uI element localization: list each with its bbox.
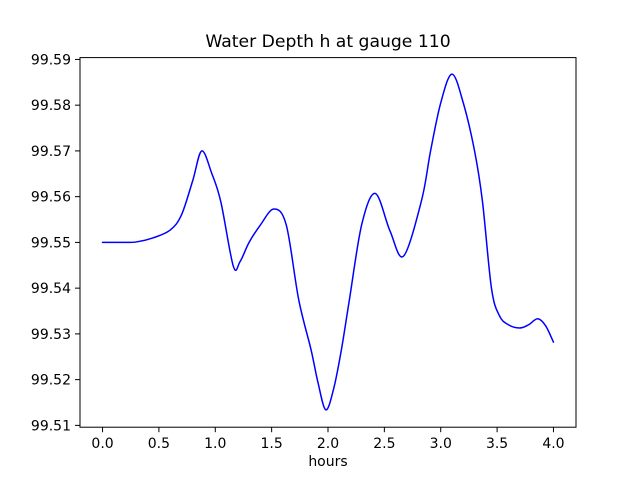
- water-depth-line: [101, 73, 555, 411]
- y-tick-label: 99.56: [31, 190, 71, 206]
- y-tick-label: 99.54: [31, 281, 71, 297]
- x-tick-label: 2.0: [317, 436, 339, 452]
- plot-area: 0.0 0.5 1.0 1.5 2.0 2.5 3.0 3.5 4.0 99.51 99.52 99.…: [31, 52, 577, 452]
- x-axis-label: hours: [308, 454, 347, 470]
- x-tick-label: 2.5: [373, 436, 395, 452]
- y-tick-label: 99.52: [31, 373, 71, 389]
- y-tick-label: 99.55: [31, 235, 71, 251]
- x-tick-label: 1.5: [261, 436, 283, 452]
- chart-title: Water Depth h at gauge 110: [205, 32, 450, 52]
- y-tick-label: 99.57: [31, 144, 71, 160]
- y-tick-label: 99.53: [31, 327, 71, 343]
- y-tick-label: 99.59: [31, 52, 71, 68]
- y-tick-label: 99.51: [31, 418, 71, 434]
- x-tick-label: 0.5: [148, 436, 170, 452]
- plot-border: [79, 57, 577, 428]
- x-tick-label: 4.0: [542, 436, 564, 452]
- x-tick-label: 1.0: [204, 436, 226, 452]
- x-tick-label: 3.0: [430, 436, 452, 452]
- x-tick-label: 0.0: [91, 436, 113, 452]
- x-tick-label: 3.5: [486, 436, 508, 452]
- y-tick-label: 99.58: [31, 98, 71, 114]
